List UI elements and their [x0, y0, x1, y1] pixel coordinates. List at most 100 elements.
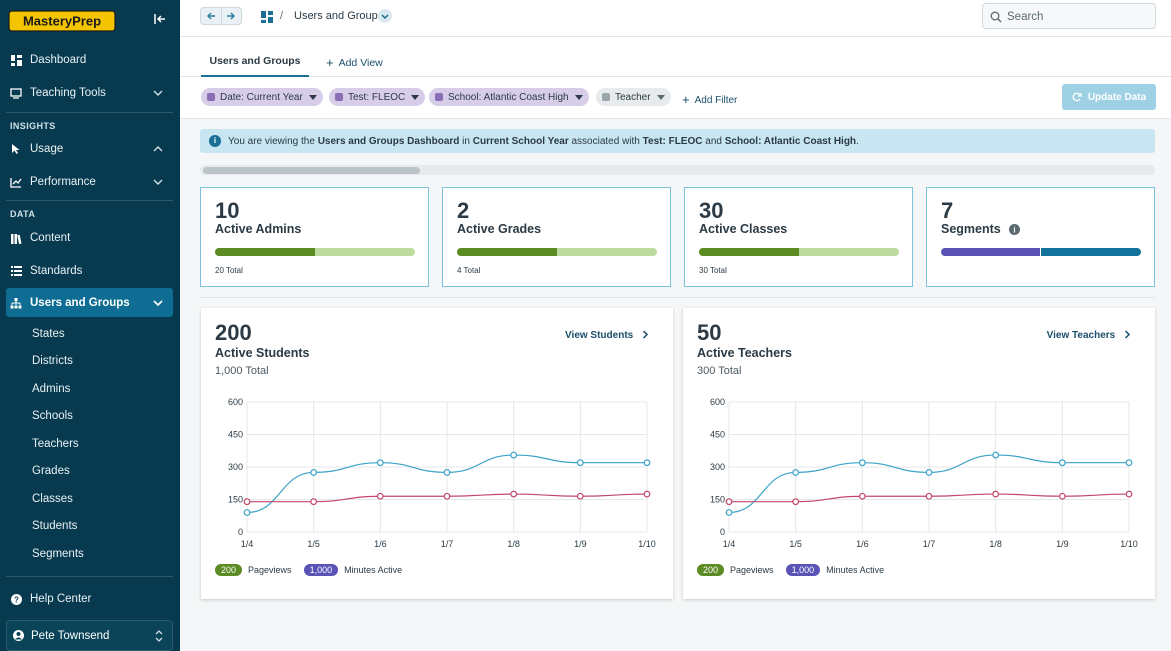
x-tick-label: 1/10: [638, 539, 656, 549]
scrollbar-thumb[interactable]: [203, 167, 420, 174]
sidebar-subitem-grades[interactable]: Grades: [32, 465, 70, 477]
filter-chip-school[interactable]: School: Atlantic Coast High: [429, 88, 589, 106]
filter-chip-teacher[interactable]: Teacher: [596, 88, 671, 106]
y-tick-label: 600: [228, 397, 243, 407]
filter-chip-label: Date: Current Year: [220, 91, 303, 103]
sidebar-item-users-and-groups[interactable]: Users and Groups: [10, 291, 170, 315]
chart-card-teachers: 50 Active Teachers 300 Total View Teache…: [683, 308, 1155, 599]
stat-number: 7: [941, 198, 954, 223]
data-point: [1125, 490, 1133, 498]
sidebar-item-dashboard[interactable]: Dashboard: [10, 48, 170, 72]
data-point: [376, 459, 384, 467]
add-filter-button[interactable]: + Add Filter: [682, 91, 737, 107]
dashboard-home-icon[interactable]: [260, 10, 274, 24]
collapse-sidebar-icon[interactable]: [153, 12, 167, 26]
x-tick-label: 1/8: [507, 539, 520, 549]
sidebar-item-performance[interactable]: Performance: [10, 170, 170, 194]
sidebar-active-highlight: [6, 288, 173, 317]
data-point: [510, 490, 518, 498]
stat-number: 2: [457, 198, 470, 223]
sidebar-subitem-states[interactable]: States: [32, 328, 65, 340]
x-tick-label: 1/10: [1120, 539, 1138, 549]
hierarchy-icon: [10, 297, 22, 309]
sidebar-item-help-center[interactable]: ? Help Center: [10, 587, 170, 611]
stat-card-classes[interactable]: 30 Active Classes 30 Total: [684, 187, 913, 287]
forward-button[interactable]: [220, 8, 242, 24]
x-tick-label: 1/8: [989, 539, 1002, 549]
sidebar-item-label: Performance: [30, 176, 96, 188]
sidebar-subitem-students[interactable]: Students: [32, 520, 78, 532]
legend-badge-minutes: 1,000: [303, 564, 339, 576]
school-icon: [435, 93, 443, 101]
breadcrumb-separator: /: [280, 10, 284, 22]
user-avatar-icon: [13, 630, 24, 641]
add-view-button[interactable]: + Add View: [326, 54, 383, 70]
sidebar-subitem-schools[interactable]: Schools: [32, 410, 73, 422]
filter-bar: Date: Current Year Test: FLEOC School: A…: [180, 77, 1171, 119]
stat-card-admins[interactable]: 10 Active Admins 20 Total: [200, 187, 429, 287]
chevron-up-down-icon: [155, 630, 163, 642]
sidebar-subitem-teachers[interactable]: Teachers: [32, 438, 79, 450]
sidebar-subitem-districts[interactable]: Districts: [32, 355, 73, 367]
view-tabs: Users and Groups + Add View: [180, 37, 1171, 77]
filter-chip-test[interactable]: Test: FLEOC: [329, 88, 426, 106]
update-data-button[interactable]: Update Data: [1062, 84, 1156, 110]
chevron-right-icon: [642, 330, 649, 339]
plus-icon: +: [326, 55, 334, 70]
filter-chip-label: Teacher: [615, 91, 651, 103]
sidebar-item-standards[interactable]: Standards: [10, 259, 170, 283]
x-tick-label: 1/4: [241, 539, 254, 549]
sidebar-subitem-segments[interactable]: Segments: [32, 548, 84, 560]
sidebar-item-teaching-tools[interactable]: Teaching Tools: [10, 81, 170, 105]
sidebar-subitem-classes[interactable]: Classes: [32, 493, 73, 505]
filter-chip-date[interactable]: Date: Current Year: [201, 88, 323, 106]
arrow-left-icon: [206, 12, 215, 20]
view-link-label: View Students: [565, 330, 634, 341]
card-number: 50: [697, 320, 722, 345]
tab-users-and-groups[interactable]: Users and Groups: [201, 37, 309, 77]
view-students-link[interactable]: View Students: [565, 329, 649, 341]
stat-label: Segments i: [941, 222, 1021, 236]
sidebar-subitem-admins[interactable]: Admins: [32, 383, 71, 395]
info-banner: i You are viewing the Users and Groups D…: [200, 129, 1155, 153]
view-teachers-link[interactable]: View Teachers: [1047, 329, 1131, 341]
help-icon: ?: [10, 593, 22, 605]
info-icon[interactable]: i: [1009, 224, 1021, 235]
sidebar-item-label: Teaching Tools: [30, 87, 106, 99]
sidebar-item-content[interactable]: Content: [10, 226, 170, 250]
stat-card-segments[interactable]: 7 Segments i: [926, 187, 1155, 287]
y-tick-label: 450: [228, 430, 243, 440]
segments-label: Segments: [941, 222, 1001, 236]
stat-card-grades[interactable]: 2 Active Grades 4 Total: [442, 187, 671, 287]
breadcrumb-current[interactable]: Users and Groups: [294, 10, 384, 22]
view-link-label: View Teachers: [1046, 330, 1116, 341]
search-icon: [990, 11, 1002, 23]
sidebar-item-usage[interactable]: Usage: [10, 137, 170, 161]
banner-text-part: in: [459, 135, 473, 147]
data-point: [792, 469, 800, 476]
segment-part: [1041, 248, 1141, 256]
sidebar-divider: [6, 200, 173, 201]
chart-legend: 200 Pageviews 1,000 Minutes Active: [697, 564, 884, 576]
x-tick-label: 1/6: [856, 539, 869, 549]
back-button[interactable]: [201, 8, 221, 24]
masteryprep-logo[interactable]: MasteryPrep: [8, 9, 118, 33]
card-total: 1,000 Total: [215, 365, 269, 377]
teacher-icon: [602, 93, 610, 101]
stat-progress-fill: [457, 248, 557, 256]
horizontal-scrollbar[interactable]: [200, 165, 1155, 175]
calendar-icon: [207, 93, 215, 101]
x-tick-label: 1/7: [441, 539, 454, 549]
sidebar-item-label: Help Center: [30, 593, 92, 605]
breadcrumb-dropdown[interactable]: [378, 9, 392, 23]
data-point: [443, 469, 451, 476]
test-icon: [335, 93, 343, 101]
filter-chip-label: School: Atlantic Coast High: [448, 91, 569, 103]
chevron-down-icon: [153, 90, 163, 96]
segment-part: [941, 248, 1041, 256]
top-bar: / Users and Groups Search: [180, 0, 1171, 37]
students-line-chart: 0 150 300 450 600 1/4 1/5 1/6 1/7 1/8 1/9 1/10: [228, 397, 656, 549]
data-point: [510, 451, 518, 459]
user-menu[interactable]: Pete Townsend: [6, 620, 173, 651]
search-input[interactable]: Search: [982, 3, 1156, 29]
